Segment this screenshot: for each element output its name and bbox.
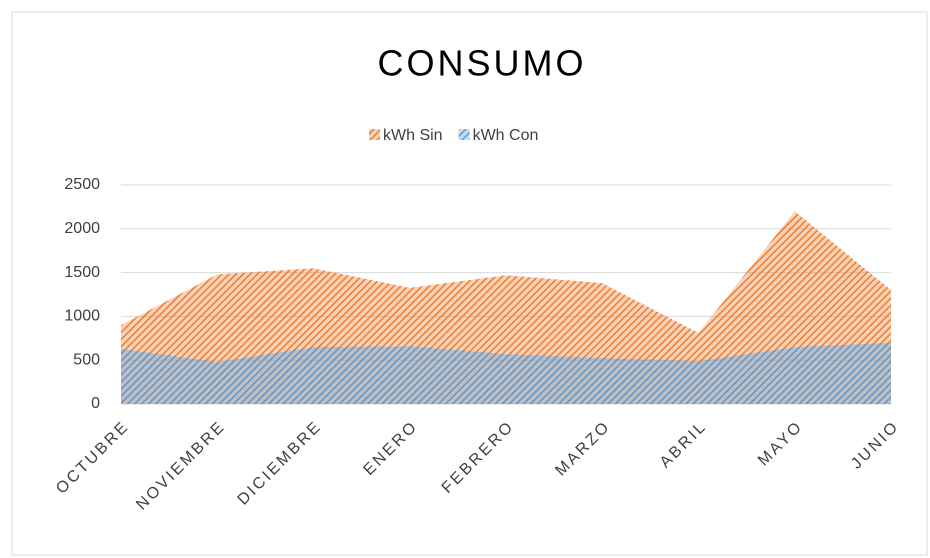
y-tick-label: 0 <box>91 395 100 412</box>
y-tick-label: 2500 <box>64 176 100 193</box>
legend-swatch <box>458 129 470 140</box>
y-tick-label: 1500 <box>64 264 100 281</box>
area <box>121 342 891 404</box>
legend-label: kWh Con <box>473 127 539 144</box>
legend-label: kWh Sin <box>383 127 443 144</box>
y-tick-label: 2000 <box>64 220 100 237</box>
y-tick-label: 500 <box>73 351 100 368</box>
y-tick-label: 1000 <box>64 308 100 325</box>
legend-swatch <box>369 129 380 140</box>
chart-title: CONSUMO <box>378 43 587 84</box>
